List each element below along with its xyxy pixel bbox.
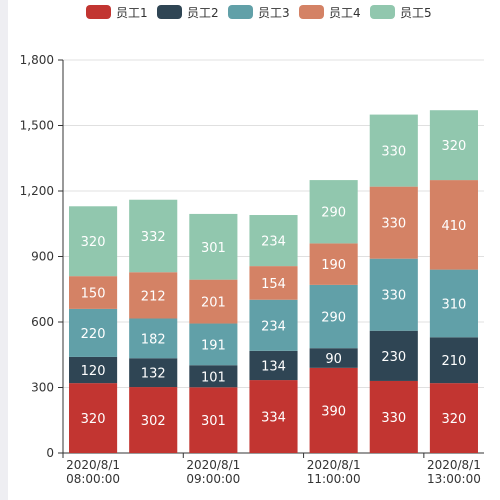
- bar-segment: [69, 383, 118, 453]
- data-label: 290: [321, 206, 346, 221]
- bar-segment: [309, 284, 358, 349]
- legend-label: 员工4: [329, 5, 361, 20]
- bar-segment: [309, 348, 358, 368]
- data-label: 330: [381, 289, 406, 304]
- x-tick-label: 2020/8/1 08:00:00: [66, 458, 120, 486]
- data-label: 234: [261, 235, 286, 250]
- y-tick-label: 300: [31, 381, 54, 395]
- data-label: 230: [381, 350, 406, 365]
- data-label: 301: [201, 414, 226, 429]
- data-label: 154: [261, 277, 286, 292]
- legend-item[interactable]: 员工1: [86, 2, 148, 22]
- legend-label: 员工2: [187, 5, 219, 20]
- data-label: 234: [261, 319, 286, 334]
- bar-segment: [429, 337, 478, 384]
- data-label: 182: [141, 332, 166, 347]
- data-label: 332: [141, 230, 166, 245]
- bar-segment: [249, 380, 298, 453]
- bar-segment: [309, 243, 358, 285]
- bar-segment: [69, 276, 118, 309]
- y-tick-label: 600: [31, 315, 54, 329]
- legend-swatch: [228, 5, 253, 19]
- bar-segment: [309, 367, 358, 453]
- data-label: 320: [81, 412, 106, 427]
- data-label: 334: [261, 411, 286, 426]
- data-label: 301: [201, 241, 226, 256]
- legend-item[interactable]: 员工5: [370, 2, 432, 22]
- data-label: 330: [381, 145, 406, 160]
- bar-segment: [429, 110, 478, 181]
- data-label: 201: [201, 296, 226, 311]
- data-label: 390: [321, 404, 346, 419]
- data-label: 191: [201, 338, 226, 353]
- data-label: 320: [442, 412, 467, 427]
- legend-label: 员工5: [400, 5, 432, 20]
- bar-segment: [189, 365, 238, 388]
- legend-label: 员工1: [116, 5, 148, 20]
- bar-segment: [249, 350, 298, 381]
- bar-segment: [129, 272, 178, 319]
- legend-swatch: [86, 5, 111, 19]
- bar-segment: [429, 269, 478, 338]
- chart-legend: 员工1 员工2 员工3 员工4 员工5: [0, 2, 500, 22]
- legend-swatch: [370, 5, 395, 19]
- data-label: 220: [81, 327, 106, 342]
- bar-segment: [189, 387, 238, 453]
- data-label: 290: [321, 311, 346, 326]
- bar-segment: [249, 299, 298, 351]
- data-label: 330: [381, 217, 406, 232]
- y-tick-label: 0: [46, 446, 54, 460]
- bar-segment: [129, 358, 178, 388]
- bar-segment: [129, 318, 178, 359]
- bar-segment: [249, 215, 298, 267]
- bar-segment: [369, 186, 418, 259]
- bar-segment: [69, 308, 118, 357]
- data-label: 330: [381, 411, 406, 426]
- bar-segment: [429, 383, 478, 453]
- data-label: 410: [442, 219, 467, 234]
- bar-segment: [429, 180, 478, 270]
- bar-segment: [129, 387, 178, 453]
- y-tick-label: 1,200: [20, 184, 54, 198]
- x-tick-label: 2020/8/1 09:00:00: [186, 458, 240, 486]
- legend-swatch: [299, 5, 324, 19]
- data-label: 310: [442, 297, 467, 312]
- legend-label: 员工3: [258, 5, 290, 20]
- bar-segment: [369, 380, 418, 453]
- page-edge-strip: [0, 0, 8, 500]
- data-label: 210: [442, 354, 467, 369]
- bar-segment: [189, 323, 238, 366]
- bar-segment: [369, 114, 418, 187]
- bar-segment: [69, 356, 118, 384]
- legend-item[interactable]: 员工3: [228, 2, 290, 22]
- data-label: 90: [325, 352, 342, 367]
- x-tick-label: 2020/8/1 13:00:00: [427, 458, 481, 486]
- bar-segment: [69, 206, 118, 277]
- bar-segment: [249, 266, 298, 300]
- y-tick-label: 900: [31, 250, 54, 264]
- bar-segment: [369, 258, 418, 331]
- bar-segment: [309, 180, 358, 244]
- legend-item[interactable]: 员工2: [157, 2, 219, 22]
- bar-segment: [129, 199, 178, 273]
- data-label: 120: [81, 364, 106, 379]
- legend-item[interactable]: 员工4: [299, 2, 361, 22]
- y-tick-label: 1,800: [20, 53, 54, 67]
- bar-segment: [189, 279, 238, 324]
- data-label: 190: [321, 258, 346, 273]
- data-label: 320: [81, 235, 106, 250]
- bar-segment: [189, 213, 238, 280]
- data-label: 320: [442, 139, 467, 154]
- data-label: 101: [201, 370, 226, 385]
- data-label: 212: [141, 289, 166, 304]
- bar-segment: [369, 330, 418, 381]
- data-label: 302: [141, 414, 166, 429]
- y-tick-label: 1,500: [20, 119, 54, 133]
- data-label: 132: [141, 367, 166, 382]
- data-label: 150: [81, 287, 106, 302]
- legend-swatch: [157, 5, 182, 19]
- x-tick-label: 2020/8/1 11:00:00: [307, 458, 361, 486]
- data-label: 134: [261, 359, 286, 374]
